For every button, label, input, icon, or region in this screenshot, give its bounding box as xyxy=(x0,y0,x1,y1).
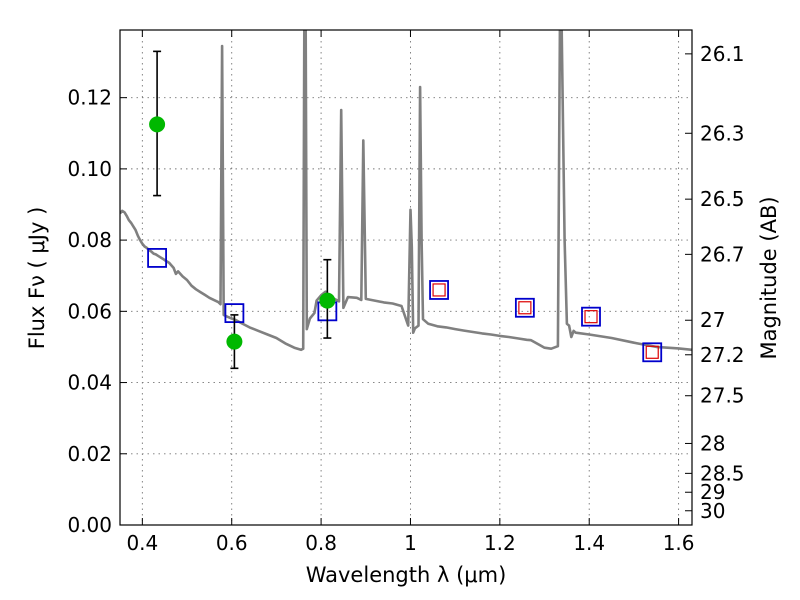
x-tick-label: 1.2 xyxy=(484,531,516,555)
mag-tick-label: 29 xyxy=(700,480,725,504)
model-point-marker xyxy=(514,297,535,318)
model-point-inner-marker xyxy=(518,301,532,315)
mag-tick-label: 27.5 xyxy=(700,384,745,408)
y-tick-label: 0.08 xyxy=(67,228,112,252)
y-tick-label: 0.12 xyxy=(67,86,112,110)
y-tick-label: 0.00 xyxy=(67,513,112,537)
observed-point xyxy=(149,116,166,133)
model-point-marker xyxy=(147,248,167,268)
x-axis-label: Wavelength λ (μm) xyxy=(306,563,507,587)
mag-tick-label: 26.1 xyxy=(700,42,745,66)
observed-point xyxy=(226,333,243,350)
mag-tick-label: 26.7 xyxy=(700,242,745,266)
mag-tick-label: 27.2 xyxy=(700,343,745,367)
mag-tick-label: 28 xyxy=(700,431,725,455)
x-tick-label: 1.4 xyxy=(573,531,605,555)
grid-lines xyxy=(120,30,692,525)
x-tick-label: 0.4 xyxy=(126,531,158,555)
observed-point xyxy=(319,292,336,309)
mag-tick-label: 27 xyxy=(700,308,725,332)
mag-tick-label: 26.5 xyxy=(700,187,745,211)
model-point-marker xyxy=(581,306,601,327)
x-tick-label: 1.6 xyxy=(663,531,695,555)
model-point-marker xyxy=(429,280,449,300)
mag-tick-label: 26.3 xyxy=(700,121,745,145)
mag-tick-label: 30 xyxy=(700,499,725,523)
y-tick-label: 0.10 xyxy=(67,157,112,181)
model-point-inner-marker xyxy=(584,310,598,324)
x-tick-label: 0.6 xyxy=(216,531,248,555)
plot-frame xyxy=(119,29,693,526)
model-point-inner-marker xyxy=(645,345,659,359)
axis-ticks: 0.4 0.6 0.8 1 1.2 1.4 1.6 0.00 0.02 0.04 0.06 0.08 0… xyxy=(67,30,745,555)
x-tick-label: 1 xyxy=(404,531,417,555)
model-point-inner-marker xyxy=(432,283,446,297)
model-spectrum xyxy=(120,30,692,352)
y-tick-label: 0.04 xyxy=(67,371,112,395)
model-point-marker xyxy=(642,342,663,363)
axes-box xyxy=(119,29,693,526)
y-tick-label: 0.06 xyxy=(67,299,112,323)
y-axis-label: Flux Fν ( μJy ) xyxy=(25,207,49,350)
x-tick-label: 0.8 xyxy=(305,531,337,555)
spectrum-line xyxy=(120,30,692,352)
y2-axis-label: Magnitude (AB) xyxy=(757,196,781,359)
photometry-markers xyxy=(147,50,663,370)
y-tick-label: 0.02 xyxy=(67,442,112,466)
mag-tick-label: 28.5 xyxy=(700,461,745,485)
